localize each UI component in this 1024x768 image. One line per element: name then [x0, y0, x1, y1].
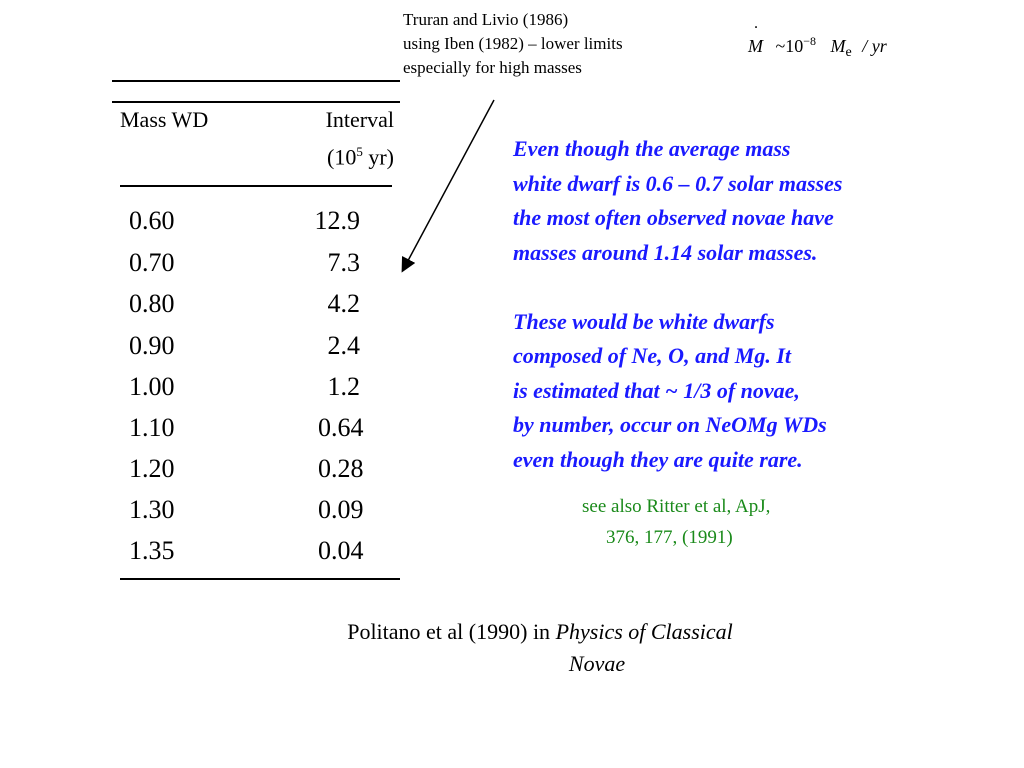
table-cell-mass: 1.35 — [129, 536, 175, 565]
sun-symbol: e — [845, 45, 852, 60]
table-cell-mass: 0.70 — [129, 248, 175, 277]
explanation-line: masses around 1.14 solar masses. — [513, 239, 818, 265]
explanation-spacer — [513, 270, 973, 305]
table-rule-header-top — [112, 101, 400, 103]
table-cell-mass: 1.20 — [129, 454, 175, 483]
mdot-symbol: M — [748, 22, 763, 57]
explanation-text: Even though the average mass white dwarf… — [513, 132, 973, 477]
table-cell-interval: 2.4 — [327, 331, 361, 360]
explanation-line: the most often observed novae have — [513, 205, 834, 230]
table-cell-mass: 1.30 — [129, 495, 175, 524]
accretion-rate-formula: M ~10−8 Me / yr — [748, 22, 887, 60]
table-rule-top — [112, 80, 400, 82]
table-cell-interval: 0.04 — [318, 536, 364, 565]
source-note-line: Truran and Livio (1986) — [403, 10, 569, 29]
interval-header-line2: (105 yr) — [327, 144, 394, 170]
approx-value: ~10 — [775, 36, 804, 56]
table-cell-mass: 0.90 — [129, 331, 175, 360]
table-cell-mass: 1.00 — [129, 372, 175, 401]
explanation-line: composed of Ne, O, and Mg. It — [513, 343, 792, 368]
explanation-line: Even though the average mass — [513, 136, 791, 161]
reference-line-2: 376, 177, (1991) — [606, 527, 733, 548]
table-cell-interval: 7.3 — [327, 248, 361, 277]
citation-line-2: Novae — [250, 648, 830, 680]
explanation-line: white dwarf is 0.6 – 0.7 solar masses — [513, 170, 843, 196]
table-cell-interval: 0.09 — [318, 495, 364, 524]
explanation-line: is estimated that ~ 1/3 of novae, — [513, 377, 800, 403]
per-year: / yr — [862, 36, 887, 56]
table-cell-mass: 0.80 — [129, 289, 175, 318]
mass-symbol: M — [830, 36, 846, 56]
source-note: Truran and Livio (1986) using Iben (1982… — [403, 8, 623, 80]
exponent: −8 — [803, 34, 817, 48]
citation: Politano et al (1990) in Physics of Clas… — [250, 616, 830, 680]
citation-line-1: Politano et al (1990) in Physics of Clas… — [347, 619, 733, 644]
table-cell-interval: 4.2 — [327, 289, 361, 318]
reference-line-1: see also Ritter et al, ApJ, — [582, 496, 771, 517]
citation-title: Physics of Classical — [555, 619, 733, 644]
explanation-line: even though they are quite rare. — [513, 446, 803, 472]
explanation-line: These would be white dwarfs — [513, 308, 775, 334]
table-cell-interval: 12.9 — [314, 206, 361, 235]
source-note-line: especially for high masses — [403, 58, 582, 77]
table-cell-interval: 0.64 — [318, 413, 364, 442]
table-cell-mass: 0.60 — [129, 206, 175, 235]
table-cell-interval: 1.2 — [327, 372, 361, 401]
explanation-line: by number, occur on NeOMg WDs — [513, 412, 827, 437]
column-header-mass: Mass WD — [120, 107, 209, 132]
table-cell-interval: 0.28 — [318, 454, 364, 483]
source-note-line: using Iben (1982) – lower limits — [403, 34, 623, 53]
table-rule-header-bottom — [120, 185, 392, 187]
citation-title-cont: Novae — [568, 651, 626, 676]
interval-header-line1: Interval — [325, 107, 394, 132]
table-rule-bottom — [120, 578, 400, 580]
column-header-interval: Interval (105 yr) — [300, 104, 394, 173]
table-cell-mass: 1.10 — [129, 413, 175, 442]
